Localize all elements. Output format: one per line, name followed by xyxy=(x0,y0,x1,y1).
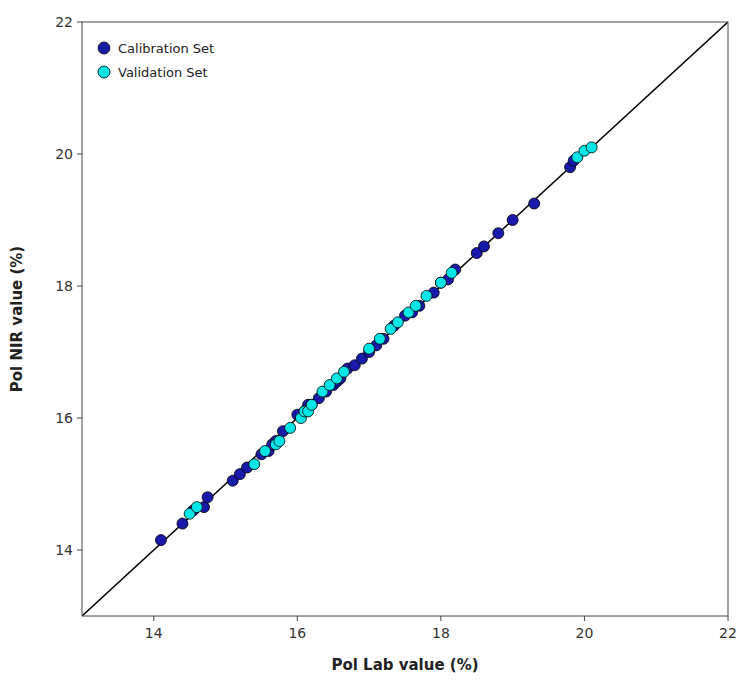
x-tick-label: 22 xyxy=(719,625,737,641)
scatter-point xyxy=(446,267,457,278)
x-tick-label: 14 xyxy=(145,625,163,641)
scatter-point xyxy=(435,277,446,288)
chart: 14 16 18 20 22 14 16 18 20 22 Pol Lab value (%) Pol… xyxy=(0,0,750,688)
scatter-point xyxy=(260,446,271,457)
y-tick-label: 14 xyxy=(55,542,73,558)
scatter-point xyxy=(202,492,213,503)
x-tick-label: 16 xyxy=(288,625,306,641)
scatter-point xyxy=(191,502,202,513)
legend-label: Validation Set xyxy=(118,65,208,80)
scatter-point xyxy=(155,535,166,546)
x-tick xyxy=(584,616,585,621)
scatter-point xyxy=(529,198,540,209)
plot-background xyxy=(82,22,728,616)
y-tick xyxy=(77,286,82,287)
scatter-series xyxy=(155,155,579,545)
x-tick xyxy=(153,616,154,621)
scatter-point xyxy=(421,290,432,301)
y-tick-label: 18 xyxy=(55,278,73,294)
scatter-point xyxy=(392,317,403,328)
scatter-point xyxy=(478,241,489,252)
y-tick-label: 16 xyxy=(55,410,73,426)
y-tick xyxy=(77,550,82,551)
reference-line xyxy=(82,22,728,616)
x-tick xyxy=(440,616,441,621)
scatter-point xyxy=(249,459,260,470)
plot-frame xyxy=(82,22,728,616)
scatter-point xyxy=(493,228,504,239)
axes: 14 16 18 20 22 14 16 18 20 22 xyxy=(55,14,737,641)
legend-swatch xyxy=(98,42,110,54)
legend-label: Calibration Set xyxy=(118,41,214,56)
scatter-point xyxy=(374,333,385,344)
x-tick xyxy=(297,616,298,621)
scatter-series xyxy=(184,142,597,519)
scatter-point xyxy=(507,215,518,226)
y-tick-label: 22 xyxy=(55,14,73,30)
scatter-point xyxy=(285,422,296,433)
legend-swatch xyxy=(98,66,110,78)
scatter-point xyxy=(177,518,188,529)
x-axis-label: Pol Lab value (%) xyxy=(331,656,478,674)
legend: Calibration Set Validation Set xyxy=(98,41,214,80)
y-tick xyxy=(77,22,82,23)
scatter-point xyxy=(306,399,317,410)
scatter-point xyxy=(306,399,317,410)
scatter-point xyxy=(435,277,446,288)
y-axis-label: Pol NIR value (%) xyxy=(8,246,26,392)
scatter-point xyxy=(338,366,349,377)
scatter-point xyxy=(410,300,421,311)
y-tick xyxy=(77,154,82,155)
data-marks xyxy=(82,22,728,616)
y-tick xyxy=(77,418,82,419)
scatter-point xyxy=(586,142,597,153)
scatter-point xyxy=(274,436,285,447)
x-tick-label: 18 xyxy=(432,625,450,641)
x-tick-label: 20 xyxy=(576,625,594,641)
scatter-point xyxy=(364,343,375,354)
x-tick xyxy=(728,616,729,621)
y-tick-label: 20 xyxy=(55,146,73,162)
